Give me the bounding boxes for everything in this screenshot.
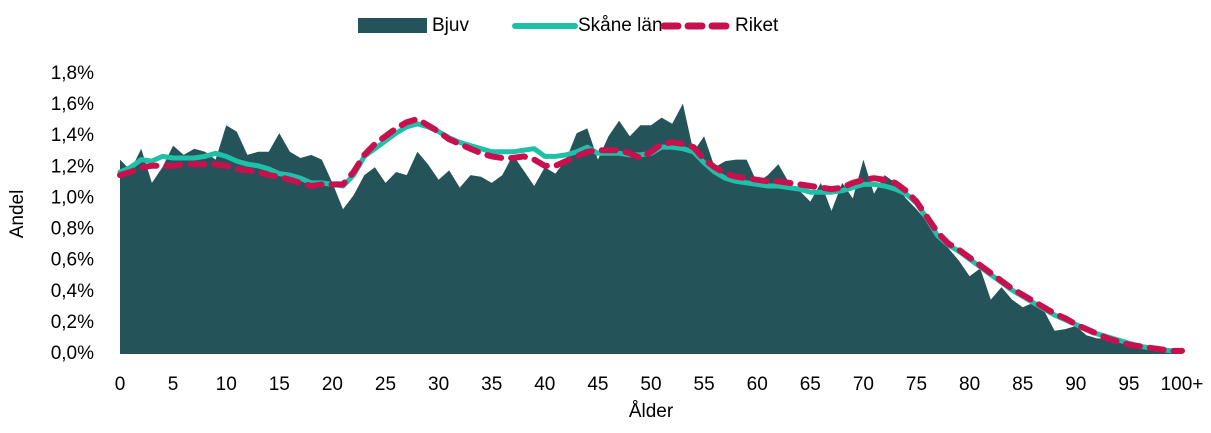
x-tick-label: 60 (747, 374, 768, 395)
y-tick-label: 0,0% (51, 343, 94, 364)
x-axis-title: Ålder (629, 401, 674, 422)
y-tick-label: 0,4% (51, 281, 94, 302)
legend-label: Riket (735, 15, 779, 36)
x-tick-label: 75 (906, 374, 927, 395)
y-tick-label: 0,6% (51, 250, 94, 271)
y-tick-label: 1,6% (51, 94, 94, 115)
y-tick-label: 0,8% (51, 219, 94, 240)
x-tick-label: 55 (694, 374, 715, 395)
x-tick-label: 25 (375, 374, 396, 395)
line (117, 116, 1185, 354)
y-axis-title: Andel (7, 190, 28, 239)
x-tick-label: 15 (269, 374, 290, 395)
y-tick-label: 1,2% (51, 156, 94, 177)
x-tick-label: 30 (428, 374, 449, 395)
x-tick-label: 45 (587, 374, 608, 395)
x-tick-label: 100+ (1161, 374, 1204, 395)
x-tick-label: 5 (168, 374, 179, 395)
x-tick-label: 85 (1012, 374, 1033, 395)
area (120, 103, 1182, 354)
x-tick-label: 0 (115, 374, 126, 395)
y-tick-label: 1,8% (51, 63, 94, 84)
x-tick-label: 50 (640, 374, 661, 395)
x-tick-label: 80 (959, 374, 980, 395)
x-tick-label: 70 (853, 374, 874, 395)
x-tick-label: 90 (1065, 374, 1086, 395)
x-tick-label: 20 (322, 374, 343, 395)
x-tick-label: 65 (800, 374, 821, 395)
x-tick-label: 40 (534, 374, 555, 395)
y-tick-label: 0,2% (51, 312, 94, 333)
y-tick-label: 1,0% (51, 187, 94, 208)
legend-label: Bjuv (432, 15, 469, 36)
legend-swatch (358, 18, 427, 33)
y-tick-label: 1,4% (51, 125, 94, 146)
x-tick-label: 35 (481, 374, 502, 395)
x-tick-label: 95 (1118, 374, 1139, 395)
legend-label: Skåne län (578, 15, 663, 36)
x-tick-label: 10 (216, 374, 237, 395)
